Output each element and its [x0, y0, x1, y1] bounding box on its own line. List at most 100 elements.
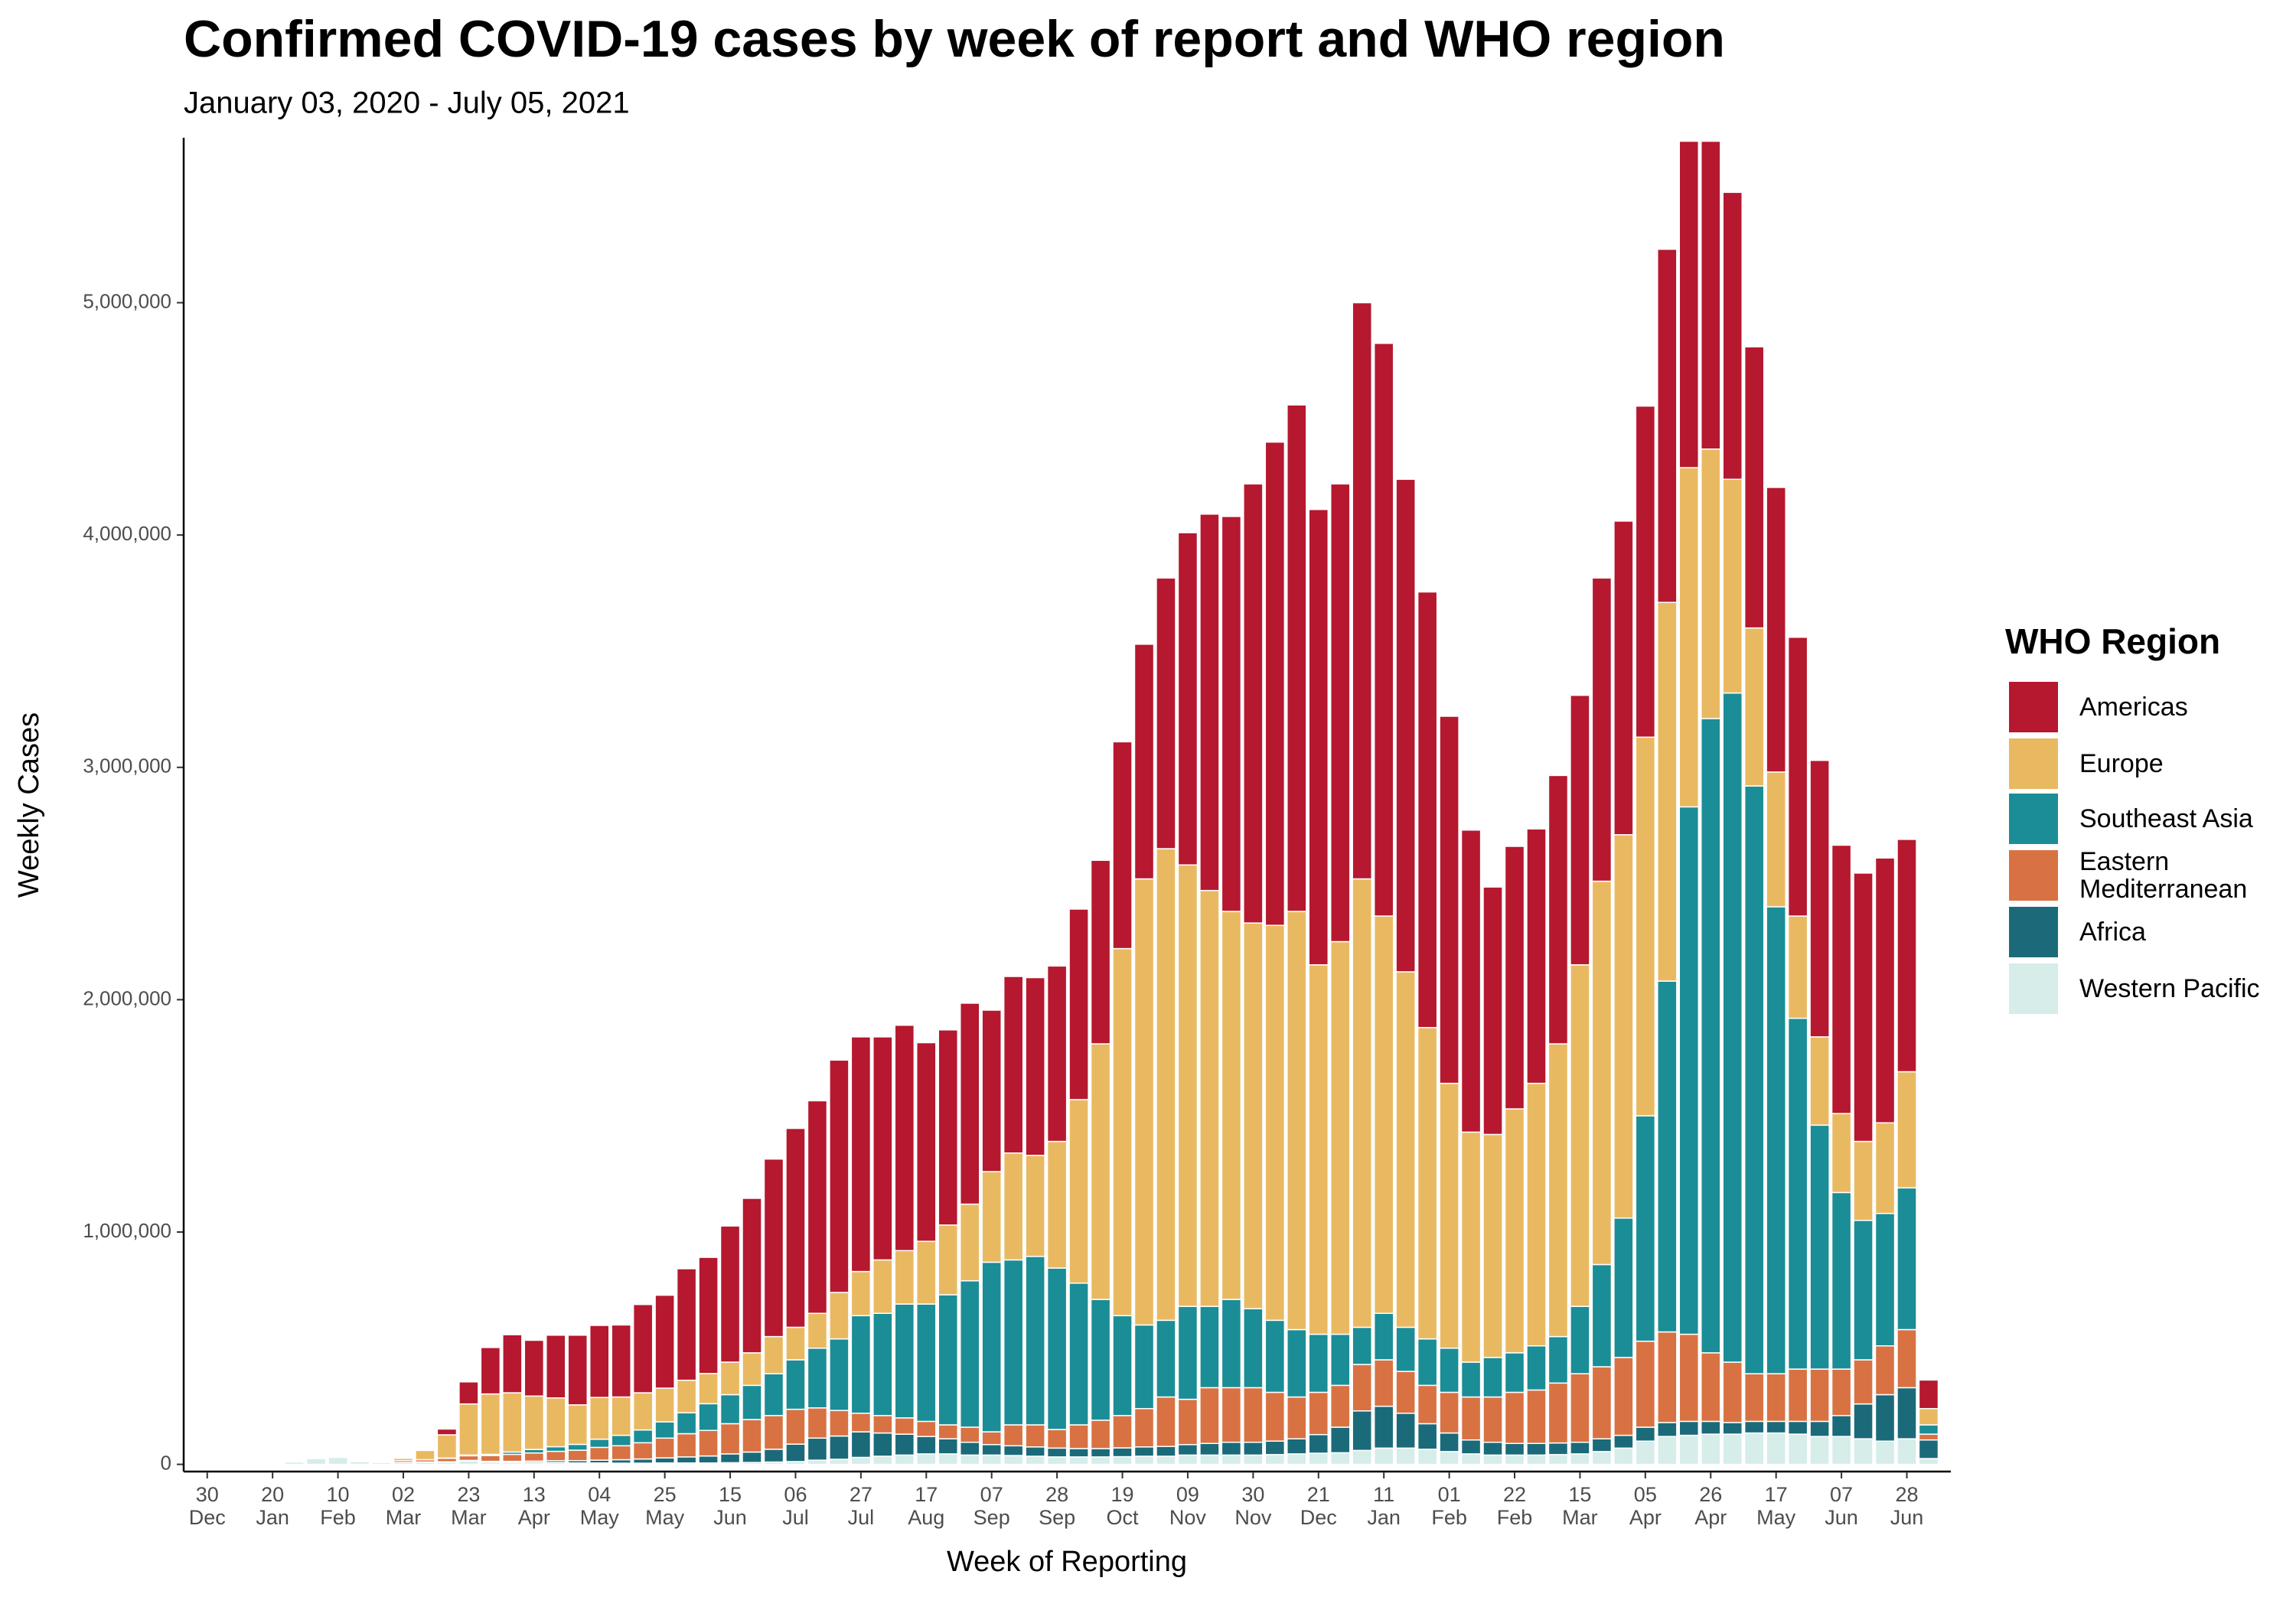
bar-segment [1090, 1420, 1111, 1449]
bar-segment [894, 1025, 915, 1252]
bar-segment [894, 1433, 915, 1456]
bar-segment [1025, 1155, 1045, 1257]
bar-segment [1831, 1191, 1852, 1370]
bar-segment [611, 1434, 631, 1447]
bar-segment [1068, 1283, 1089, 1426]
bar-segment [1766, 1373, 1786, 1423]
bar-segment [1025, 1424, 1045, 1448]
bar-segment [436, 1428, 458, 1436]
bar-segment [1003, 1445, 1024, 1456]
bar-segment [632, 1458, 654, 1464]
bar-segment [829, 1435, 850, 1460]
bar-segment [807, 1459, 828, 1465]
bar-segment [1613, 1357, 1634, 1436]
bar-segment [916, 1240, 937, 1305]
bar-segment [1787, 1368, 1808, 1423]
bar-segment [1635, 1426, 1656, 1442]
bar-segment [1199, 1305, 1220, 1389]
bar-segment [1439, 1391, 1459, 1434]
bar-segment [1918, 1439, 1939, 1459]
bar-segment [1352, 1364, 1372, 1412]
x-tick-label: 19 Oct [1106, 1483, 1139, 1529]
bar-segment [1046, 965, 1068, 1143]
bar-segment [1787, 1420, 1808, 1435]
y-tick-label: 2,000,000 [83, 986, 171, 1009]
bar-segment [1439, 1451, 1459, 1465]
x-tick-label: 09 Nov [1169, 1483, 1206, 1529]
bar-segment [894, 1250, 915, 1305]
bar-segment [1809, 1436, 1830, 1465]
bar-segment [785, 1443, 806, 1462]
bar-segment [1460, 1396, 1482, 1441]
bar-segment [1352, 1449, 1372, 1465]
bar-segment [1264, 1391, 1286, 1442]
bar-segment [1417, 591, 1438, 1028]
bar-segment [1395, 1326, 1416, 1372]
bar-segment [1787, 915, 1808, 1019]
bar-segment [1068, 1099, 1089, 1284]
bar-segment [1003, 976, 1024, 1154]
bar-segment [872, 1312, 893, 1416]
bar-segment [458, 1381, 479, 1405]
bar-segment [850, 1456, 872, 1465]
bar-segment [1570, 964, 1590, 1307]
bar-segment [589, 1397, 610, 1440]
bar-segment [872, 1036, 893, 1261]
x-tick-label: 28 Sep [1039, 1483, 1076, 1529]
bar-segment [328, 1456, 348, 1465]
bar-segment [1504, 846, 1525, 1110]
bar-segment [785, 1326, 806, 1361]
bar-segment [1243, 1387, 1264, 1443]
bar-segment [546, 1335, 566, 1399]
bar-segment [1417, 1449, 1438, 1465]
bar-segment [763, 1373, 784, 1416]
legend-label: Africa [2079, 918, 2146, 947]
bar-segment [1308, 509, 1329, 966]
bar-segment [1678, 467, 1700, 808]
bar-segment [1177, 1444, 1199, 1456]
bar-segment [1112, 1455, 1133, 1465]
bar-segment [1133, 1324, 1155, 1410]
bar-segment [1460, 829, 1482, 1133]
bar-segment [1025, 1256, 1045, 1426]
bar-segment [1133, 1446, 1155, 1457]
bar-segment [916, 1436, 937, 1455]
bar-segment [1482, 1441, 1503, 1456]
bar-segment [829, 1059, 850, 1293]
bar-segment [1809, 1124, 1830, 1370]
bar-segment [654, 1457, 675, 1464]
bar-segment [1853, 872, 1874, 1143]
bar-segment [1133, 1455, 1155, 1465]
bar-segment [1199, 513, 1220, 892]
bar-segment [742, 1352, 762, 1387]
bar-segment [981, 1431, 1002, 1446]
bar-segment [1373, 1312, 1394, 1361]
bar-segment [1613, 1217, 1634, 1358]
bar-segment [1243, 1308, 1264, 1389]
x-tick-label: 17 May [1756, 1483, 1796, 1529]
bar-segment [1853, 1403, 1874, 1439]
bar-segment [1700, 718, 1721, 1354]
bar-segment [959, 1002, 980, 1205]
bar-segment [1395, 1371, 1416, 1414]
bar-segment [1548, 1454, 1569, 1465]
bar-segment [1068, 1424, 1089, 1449]
bar-segment [981, 1454, 1002, 1465]
bar-segment [1329, 940, 1351, 1335]
bar-segment [1700, 1433, 1721, 1465]
x-tick-label: 17 Aug [908, 1483, 945, 1529]
bar-segment [742, 1419, 762, 1453]
bar-segment [1613, 520, 1634, 836]
y-tick-label: 0 [161, 1451, 171, 1474]
bar-segment [1874, 1212, 1896, 1347]
bar-segment [1896, 1071, 1917, 1189]
bar-segment [1287, 1453, 1307, 1465]
legend-label: Southeast Asia [2079, 804, 2253, 833]
x-tick-label: 25 May [645, 1483, 685, 1529]
bar-segment [1635, 1340, 1656, 1428]
bar-segment [1308, 1433, 1329, 1454]
bar-segment [938, 1424, 959, 1439]
bar-segment [1896, 839, 1917, 1073]
bar-segment [807, 1407, 828, 1439]
